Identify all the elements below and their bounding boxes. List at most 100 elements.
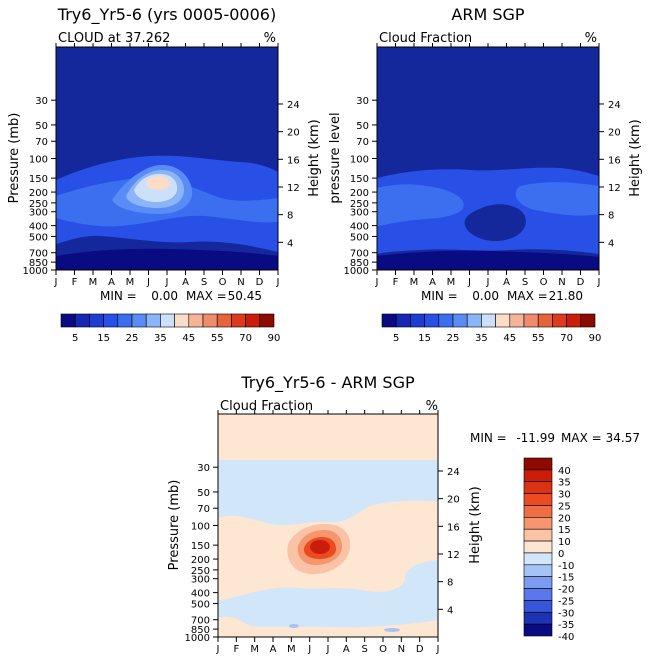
colorbar-label: 35 [154, 333, 167, 344]
pressure-tick-label: 150 [29, 174, 48, 185]
colorbar-swatch [410, 313, 425, 328]
pressure-tick-label: 150 [191, 541, 210, 552]
pressure-tick-label: 70 [356, 137, 369, 148]
panel-diff-max-label: MAX = [561, 431, 602, 445]
colorbar-swatch [523, 600, 553, 613]
panel-model: Try6_Yr5-6 (yrs 0005-0006) CLOUD at 37.2… [7, 5, 322, 344]
height-tick-label: 8 [287, 211, 293, 222]
colorbar-label: 15 [418, 333, 431, 344]
colorbar-label: 25 [447, 333, 460, 344]
pressure-tick-label: 700 [191, 616, 210, 627]
panel-model-axes: J F M A M J J A S O N D J305070100150200250300400500… [23, 43, 300, 288]
colorbar-label: -35 [558, 620, 574, 631]
field-upper-positive [218, 414, 438, 460]
colorbar-label: 20 [558, 513, 571, 524]
pressure-tick-label: 100 [191, 522, 210, 533]
colorbar-swatch [523, 493, 553, 506]
colorbar-swatch [452, 313, 468, 328]
height-tick-label: 16 [447, 522, 460, 533]
panel-obs-ylabel-right: Height (km) [628, 119, 643, 196]
panel-obs-min: 0.00 [472, 289, 499, 303]
colorbar-label: 0 [558, 549, 564, 560]
x-tick-label: N [558, 277, 565, 288]
x-tick-label: N [237, 277, 244, 288]
pressure-tick-label: 300 [29, 208, 48, 219]
x-tick-label: A [108, 277, 115, 288]
colorbar-swatch [174, 313, 190, 328]
colorbar-swatch [160, 313, 175, 328]
colorbar-swatch [523, 540, 553, 554]
pressure-tick-label: 30 [35, 96, 48, 107]
x-tick-label: J [467, 277, 471, 288]
colorbar-label: -30 [558, 608, 574, 619]
colorbar-swatch [523, 588, 553, 601]
colorbar-label: 70 [239, 333, 252, 344]
height-tick-label: 20 [608, 128, 621, 139]
panel-obs-axes: J F M A M J J A S O N D J305070100150200250300400500… [344, 43, 621, 288]
x-tick-label: M [287, 644, 296, 655]
field-peak [146, 176, 170, 190]
colorbar-label: -20 [558, 585, 574, 596]
panel-obs-subtitle: Cloud Fraction [379, 31, 472, 46]
height-tick-label: 12 [287, 183, 300, 194]
colorbar-label: 70 [560, 333, 573, 344]
pressure-tick-label: 400 [191, 589, 210, 600]
colorbar-label: 15 [97, 333, 110, 344]
panel-diff-ylabel-right: Height (km) [468, 486, 483, 563]
x-tick-label: F [233, 644, 239, 655]
height-tick-label: 24 [447, 467, 460, 478]
pressure-tick-label: 200 [191, 555, 210, 566]
panel-model-ylabel: Pressure (mb) [7, 113, 22, 204]
colorbar-swatch [117, 313, 133, 328]
colorbar-swatch [509, 313, 525, 328]
colorbar-swatch [523, 505, 553, 518]
height-tick-label: 12 [447, 550, 460, 561]
panel-diff-subtitle: Cloud Fraction [220, 399, 313, 414]
x-tick-label: J [597, 277, 601, 288]
panel-obs-max-label: MAX = [507, 289, 548, 303]
pressure-tick-label: 200 [29, 188, 48, 199]
panel-obs-colorbar: 5 15 25 35 45 55 70 90 [381, 313, 601, 344]
pressure-tick-label: 30 [356, 96, 369, 107]
colorbar-swatch [466, 313, 482, 328]
pressure-tick-label: 50 [356, 121, 369, 132]
colorbar-label: 10 [558, 537, 571, 548]
x-tick-label: A [182, 277, 189, 288]
colorbar-swatch [259, 313, 275, 328]
panel-model-units: % [264, 31, 276, 46]
x-tick-label: M [447, 277, 456, 288]
panel-model-min: 0.00 [151, 289, 178, 303]
x-tick-label: N [398, 644, 405, 655]
panel-obs-field [377, 47, 599, 270]
x-tick-label: D [416, 644, 424, 655]
height-tick-label: 4 [287, 238, 293, 249]
colorbar-swatch [580, 313, 596, 328]
pressure-tick-label: 100 [29, 155, 48, 166]
colorbar-swatch [495, 313, 511, 328]
x-tick-label: J [375, 277, 379, 288]
pressure-tick-label: 700 [350, 249, 369, 260]
pressure-tick-label: 150 [350, 174, 369, 185]
x-tick-label: A [503, 277, 510, 288]
panel-diff-title: Try6_Yr5-6 - ARM SGP [240, 373, 415, 393]
field-lower-dark [56, 248, 278, 270]
x-tick-label: O [379, 644, 387, 655]
panel-diff-field [218, 414, 438, 637]
colorbar-label: -40 [558, 632, 574, 643]
colorbar-label: -10 [558, 561, 574, 572]
panel-model-subtitle: CLOUD at 37.262 [58, 31, 170, 46]
panel-diff-max: 34.57 [606, 431, 640, 445]
pressure-tick-label: 1000 [185, 633, 210, 644]
panel-diff-units: % [426, 399, 438, 414]
field-lower-dark [377, 250, 599, 270]
colorbar-swatch [381, 313, 397, 328]
colorbar-swatch [103, 313, 119, 328]
colorbar-swatch [60, 313, 76, 328]
colorbar-swatch [74, 313, 90, 328]
pressure-tick-label: 100 [350, 155, 369, 166]
panel-obs-units: % [585, 31, 597, 46]
colorbar-swatch [523, 481, 553, 494]
panel-obs-ylabel: pressure level [328, 112, 343, 203]
